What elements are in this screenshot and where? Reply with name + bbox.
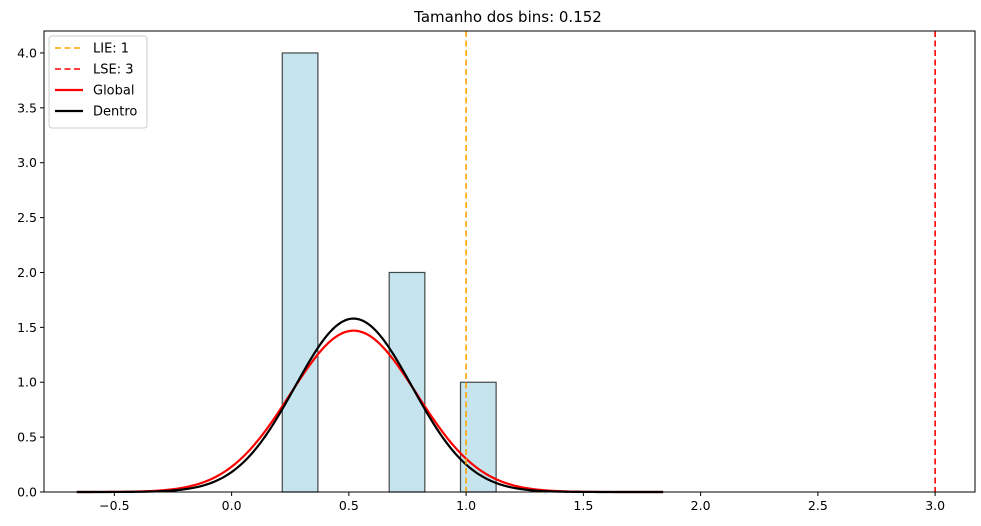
legend-label-0: LIE: 1 xyxy=(93,42,129,57)
x-tick-label-6: 2.5 xyxy=(808,498,828,513)
plot-frame xyxy=(43,30,976,493)
x-tick-label-3: 1.0 xyxy=(456,498,476,513)
x-tick-label-1: 0.0 xyxy=(222,498,242,513)
x-axis: −0.5 0.0 0.5 1.0 1.5 2.0 2.5 3.0 xyxy=(99,492,945,513)
legend-label-1: LSE: 3 xyxy=(93,63,134,78)
y-tick-label-5: 2.5 xyxy=(17,210,37,225)
spec-limit-lines xyxy=(465,31,936,492)
y-axis: 0.0 0.5 1.0 1.5 2.0 2.5 3.0 3.5 4.0 xyxy=(17,45,44,500)
y-tick-label-3: 1.5 xyxy=(17,320,37,335)
y-tick-label-2: 1.0 xyxy=(17,375,37,390)
x-tick-label-4: 1.5 xyxy=(573,498,593,513)
x-tick-label-0: −0.5 xyxy=(99,498,129,513)
y-tick-label-7: 3.5 xyxy=(17,100,37,115)
y-tick-label-1: 0.5 xyxy=(17,430,37,445)
legend-label-3: Dentro xyxy=(93,105,137,120)
x-tick-label-2: 0.5 xyxy=(339,498,359,513)
y-tick-label-8: 4.0 xyxy=(17,45,37,60)
histogram-bar-3 xyxy=(388,271,426,493)
legend-label-2: Global xyxy=(93,84,134,99)
legend-box xyxy=(48,35,148,129)
chart-title: Tamanho dos bins: 0.152 xyxy=(413,8,602,26)
x-tick-label-7: 3.0 xyxy=(925,498,945,513)
y-tick-label-6: 3.0 xyxy=(17,155,37,170)
legend: LIE: 1 LSE: 3 Global Dentro xyxy=(48,35,148,129)
y-tick-label-4: 2.0 xyxy=(17,265,37,280)
y-tick-label-0: 0.0 xyxy=(17,485,37,500)
x-tick-label-5: 2.0 xyxy=(691,498,711,513)
curve-global xyxy=(76,329,664,494)
distribution-curves xyxy=(76,317,664,494)
curve-dentro xyxy=(76,317,664,494)
histogram-bar-0 xyxy=(281,52,319,493)
histogram-bars xyxy=(281,52,497,493)
